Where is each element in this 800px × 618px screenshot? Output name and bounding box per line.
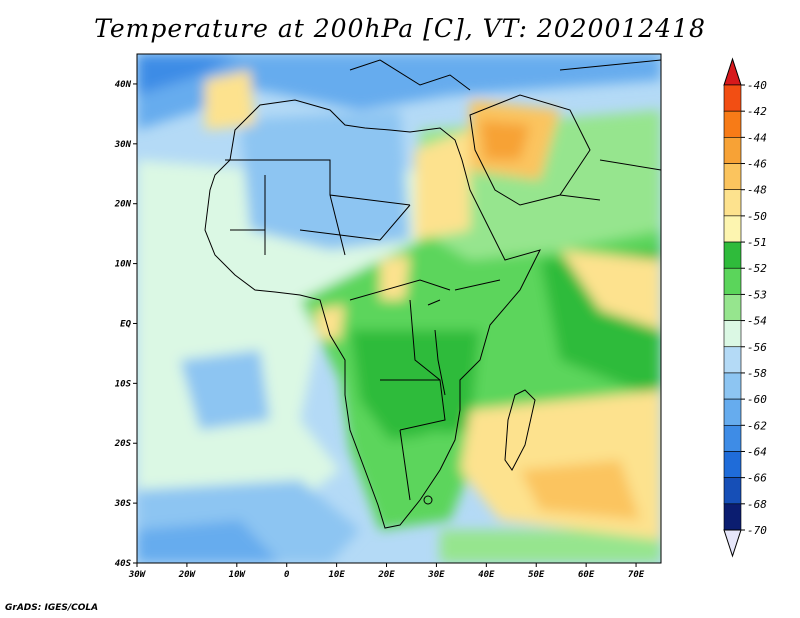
map-title: Temperature at 200hPa [C], VT: 202001241…	[94, 14, 706, 43]
colorbar-label: -64	[747, 445, 767, 458]
colorbar-swatch	[723, 451, 742, 478]
colorbar-swatch	[723, 84, 742, 112]
plot-frame	[136, 53, 662, 564]
y-tick-label: 30N	[114, 140, 132, 150]
colorbar-swatch	[723, 503, 742, 531]
colorbar-swatch	[723, 372, 742, 400]
colorbar-swatch	[723, 241, 742, 269]
colorbar-swatch	[723, 346, 742, 374]
x-tick-label: 60E	[578, 570, 595, 580]
colorbar-swatch	[723, 215, 742, 243]
colorbar-label: -52	[747, 262, 767, 275]
grads-credit: GrADS: IGES/COLA	[5, 603, 99, 613]
colorbar-swatch	[723, 424, 742, 452]
y-tick-label: 10S	[115, 379, 132, 389]
colorbar-label: -40	[747, 79, 767, 92]
colorbar-swatch	[723, 189, 742, 217]
map-plot: 30W 20W 10W 0 10E 20E 30E 40E 50E 60E 70E 40N 30N 20N…	[114, 53, 767, 580]
colorbar-swatch	[723, 137, 742, 164]
x-tick-label: 40E	[478, 570, 495, 580]
colorbar-label: -42	[747, 105, 767, 118]
x-tick-label: 20W	[178, 570, 197, 580]
colorbar-swatch	[723, 110, 742, 138]
coastlines	[204, 59, 661, 529]
x-tick-label: 30W	[128, 570, 147, 580]
x-tick-label: 10W	[229, 570, 247, 580]
colorbar-swatch	[723, 267, 742, 295]
colorbar-label: -46	[747, 158, 767, 171]
colorbar-label: -68	[747, 498, 767, 511]
colorbar-swatch	[723, 163, 742, 191]
colorbar-bottom-arrow	[723, 529, 742, 558]
colorbar-label: -66	[747, 472, 767, 485]
colorbar-swatch	[723, 294, 742, 321]
x-tick-label: 20E	[377, 570, 395, 580]
colorbar-label: -44	[747, 131, 767, 144]
colorbar-label: -62	[747, 419, 767, 432]
colorbar-swatch	[723, 477, 742, 505]
y-tick-label: EQ	[120, 319, 131, 329]
x-tick-label: 30E	[427, 570, 445, 580]
colorbar-label: -51	[747, 236, 767, 249]
axis-labels: 30W 20W 10W 0 10E 20E 30E 40E 50E 60E 70E 40N 30N 20N…	[114, 80, 645, 580]
colorbar-label: -54	[747, 315, 767, 328]
colorbar-label: -70	[747, 524, 767, 537]
y-tick-label: 30S	[114, 499, 132, 509]
colorbar-label: -48	[747, 184, 767, 197]
colorbar-label: -60	[747, 393, 767, 406]
y-tick-label: 20S	[114, 439, 132, 449]
colorbar-label: -53	[747, 288, 767, 301]
colorbar-swatch	[723, 320, 742, 348]
y-tick-label: 10N	[115, 260, 132, 270]
temperature-field	[137, 54, 661, 563]
x-tick-label: 70E	[628, 570, 645, 580]
colorbar-swatch	[723, 398, 742, 426]
x-tick-label: 0	[284, 570, 290, 580]
colorbar-label: -50	[747, 210, 767, 223]
y-tick-label: 40N	[115, 80, 132, 90]
colorbar: -40 -42 -44 -46 -48 -50 -51 -52 -53 -54 -56 -58 -60 -…	[723, 57, 767, 558]
x-tick-label: 10E	[328, 570, 345, 580]
y-tick-label: 40S	[115, 559, 132, 569]
y-tick-label: 20N	[114, 200, 132, 210]
colorbar-top-arrow	[723, 57, 742, 86]
colorbar-label: -56	[747, 341, 767, 354]
colorbar-label: -58	[747, 367, 767, 380]
x-tick-label: 50E	[528, 570, 545, 580]
